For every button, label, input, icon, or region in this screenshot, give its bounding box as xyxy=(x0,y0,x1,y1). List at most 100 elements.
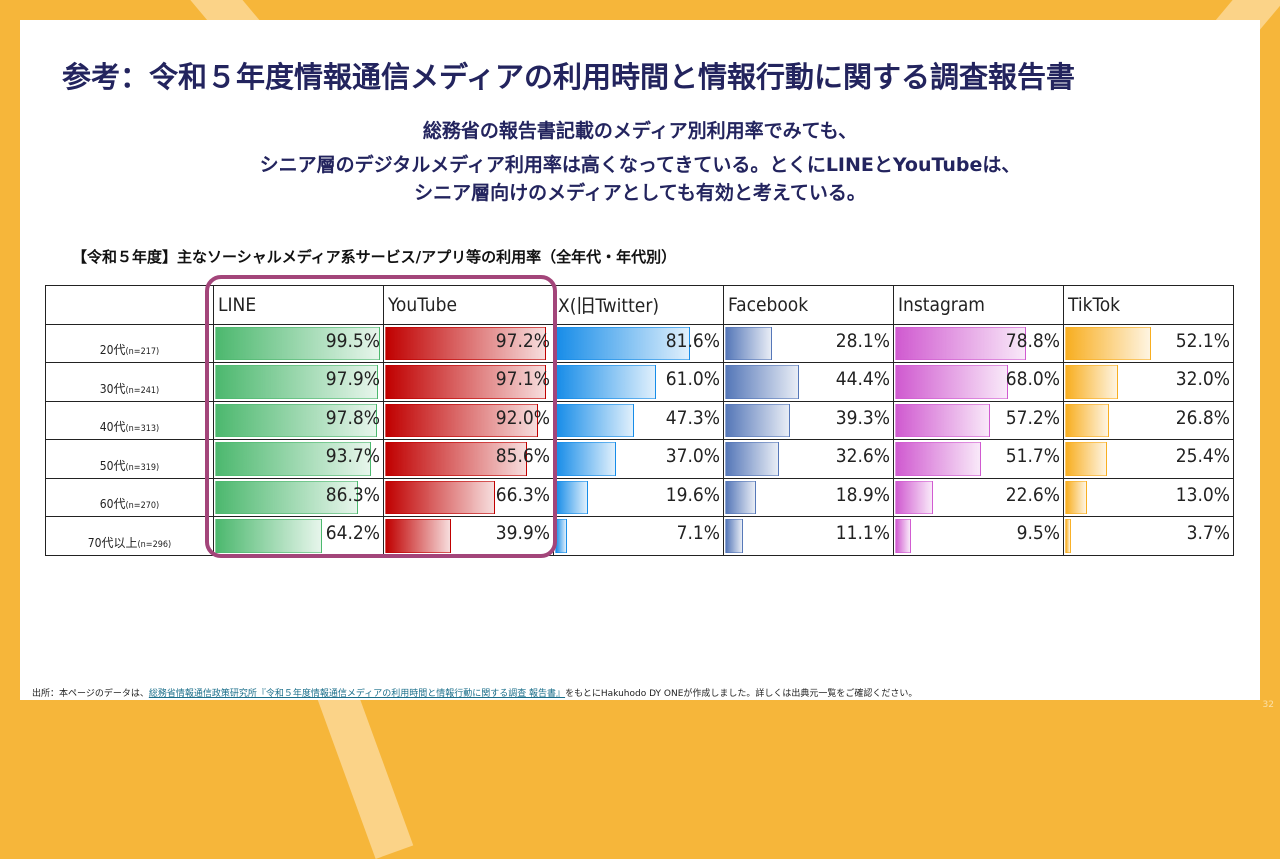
sample-size: (n=319) xyxy=(125,462,160,473)
value-label: 78.8% xyxy=(1005,329,1060,352)
value-cell: 97.2% xyxy=(383,323,554,363)
value-label: 52.1% xyxy=(1175,329,1230,352)
subtitle-line-2: シニア層のデジタルメディア利用率は高くなってきている。とくにLINEとYouTu… xyxy=(259,154,1021,176)
bar-TikTok xyxy=(1065,519,1072,553)
source-suffix: をもとにHakuhodo DY ONEが作成しました。詳しくは出典元一覧をご確認… xyxy=(565,689,918,699)
bar-X(旧Twitter) xyxy=(555,365,657,399)
value-label: 97.8% xyxy=(325,406,380,429)
value-cell: 32.6% xyxy=(723,439,894,479)
age-group: 20代 xyxy=(99,343,126,357)
age-group: 60代 xyxy=(99,497,126,511)
value-label: 68.0% xyxy=(1005,368,1060,390)
value-label: 85.6% xyxy=(495,445,550,467)
usage-table: LINE YouTube X(旧Twitter) Facebook Instagram T… xyxy=(45,285,1234,556)
value-cell: 51.7% xyxy=(893,439,1064,479)
value-label: 92.0% xyxy=(495,406,550,429)
bar-YouTube xyxy=(385,480,496,514)
value-cell: 57.2% xyxy=(893,400,1064,440)
value-cell: 19.6% xyxy=(553,477,724,517)
slide-panel: 参考：令和５年度情報通信メディアの利用時間と情報行動に関する調査報告書 総務省の… xyxy=(20,20,1260,700)
bar-X(旧Twitter) xyxy=(555,403,634,437)
bar-Facebook xyxy=(725,519,744,553)
table-row: 60代(n=270) 86.3% 66.3% 19.6% 18.9% 22.6% 13.0% xyxy=(45,477,1234,517)
value-cell: 93.7% xyxy=(213,439,384,479)
value-cell: 7.1% xyxy=(553,516,724,556)
age-label: 40代(n=313) xyxy=(45,400,214,440)
bar-LINE xyxy=(215,403,378,437)
bar-TikTok xyxy=(1065,442,1108,476)
value-label: 3.7% xyxy=(1186,522,1230,544)
age-label: 70代以上(n=296) xyxy=(45,516,214,556)
bar-YouTube xyxy=(385,326,547,360)
bar-TikTok xyxy=(1065,403,1110,437)
value-cell: 39.9% xyxy=(383,516,554,556)
value-cell: 92.0% xyxy=(383,400,554,440)
value-label: 86.3% xyxy=(325,483,380,506)
slide-title: 参考：令和５年度情報通信メディアの利用時間と情報行動に関する調査報告書 xyxy=(62,60,1075,94)
table-row: 40代(n=313) 97.8% 92.0% 47.3% 39.3% 57.2% 26.8% xyxy=(45,400,1234,440)
value-cell: 97.9% xyxy=(213,362,384,402)
value-cell: 85.6% xyxy=(383,439,554,479)
value-cell: 99.5% xyxy=(213,323,384,363)
subtitle-line-3: シニア層向けのメディアとしても有効と考えている。 xyxy=(414,182,866,204)
column-header: Instagram xyxy=(893,285,1064,325)
value-cell: 52.1% xyxy=(1063,323,1234,363)
bar-Instagram xyxy=(895,326,1026,360)
bar-YouTube xyxy=(385,442,528,476)
value-cell: 13.0% xyxy=(1063,477,1234,517)
value-label: 39.9% xyxy=(495,522,550,544)
bar-TikTok xyxy=(1065,326,1152,360)
bar-Instagram xyxy=(895,403,990,437)
value-cell: 68.0% xyxy=(893,362,1064,402)
bar-X(旧Twitter) xyxy=(555,519,567,553)
age-group: 30代 xyxy=(99,381,126,396)
age-label: 30代(n=241) xyxy=(45,362,214,402)
age-group: 40代 xyxy=(99,420,126,434)
value-label: 9.5% xyxy=(1016,522,1060,544)
value-label: 19.6% xyxy=(665,483,720,506)
corner-cell xyxy=(45,285,214,325)
bar-X(旧Twitter) xyxy=(555,442,617,476)
value-label: 22.6% xyxy=(1005,483,1060,506)
bar-YouTube xyxy=(385,403,538,437)
bar-Facebook xyxy=(725,442,780,476)
table-row: 20代(n=217) 99.5% 97.2% 81.6% 28.1% 78.8% 52.1% xyxy=(45,323,1234,363)
column-header: X(旧Twitter) xyxy=(553,285,724,325)
value-cell: 28.1% xyxy=(723,323,894,363)
value-cell: 18.9% xyxy=(723,477,894,517)
source-link[interactable]: 総務省情報通信政策研究所『令和５年度情報通信メディアの利用時間と情報行動に関する… xyxy=(148,689,566,699)
value-cell: 86.3% xyxy=(213,477,384,517)
value-label: 97.9% xyxy=(325,368,380,390)
chart-title: 【令和５年度】主なソーシャルメディア系サービス/アプリ等の利用率（全年代・年代別… xyxy=(72,248,677,266)
value-label: 97.1% xyxy=(495,368,550,390)
bar-LINE xyxy=(215,480,359,514)
value-label: 18.9% xyxy=(835,483,890,506)
value-cell: 61.0% xyxy=(553,362,724,402)
value-cell: 47.3% xyxy=(553,400,724,440)
sample-size: (n=241) xyxy=(125,385,160,396)
bar-LINE xyxy=(215,365,378,399)
bar-LINE xyxy=(215,442,371,476)
bar-Facebook xyxy=(725,326,772,360)
age-label: 20代(n=217) xyxy=(45,323,214,363)
value-label: 39.3% xyxy=(835,406,890,429)
bar-Instagram xyxy=(895,365,1008,399)
value-label: 99.5% xyxy=(325,329,380,352)
value-cell: 44.4% xyxy=(723,362,894,402)
bar-Instagram xyxy=(895,519,911,553)
value-cell: 3.7% xyxy=(1063,516,1234,556)
table-row: 70代以上(n=296) 64.2% 39.9% 7.1% 11.1% 9.5% 3.7% xyxy=(45,516,1234,556)
bar-Facebook xyxy=(725,480,757,514)
value-cell: 66.3% xyxy=(383,477,554,517)
value-cell: 81.6% xyxy=(553,323,724,363)
value-cell: 97.1% xyxy=(383,362,554,402)
bar-YouTube xyxy=(385,365,547,399)
value-label: 32.0% xyxy=(1175,368,1230,390)
value-label: 44.4% xyxy=(835,368,890,390)
source-prefix: 出所：本ページのデータは、 xyxy=(32,689,149,699)
bar-Instagram xyxy=(895,442,981,476)
value-cell: 39.3% xyxy=(723,400,894,440)
column-header: YouTube xyxy=(383,285,554,325)
table-row: 30代(n=241) 97.9% 97.1% 61.0% 44.4% 68.0% 32.0% xyxy=(45,362,1234,402)
bar-TikTok xyxy=(1065,365,1119,399)
